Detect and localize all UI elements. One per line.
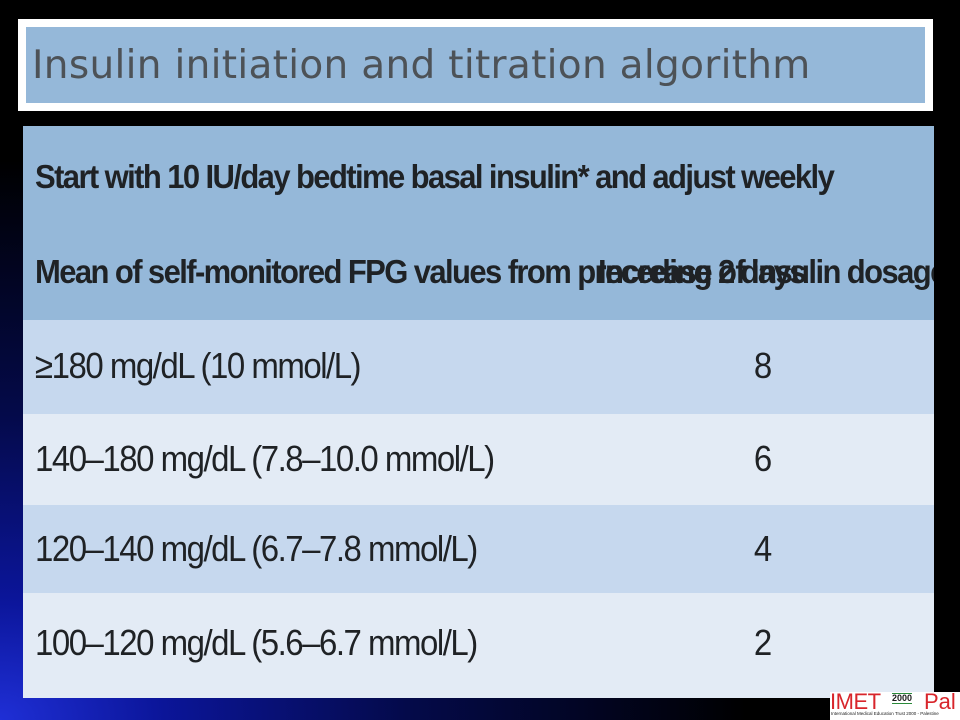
title-frame: Insulin initiation and titration algorit… bbox=[18, 19, 933, 111]
fpg-range-cell: 140–180 mg/dL (7.8–10.0 mmol/L) bbox=[35, 438, 495, 479]
dose-increase-cell: 8 bbox=[753, 345, 773, 386]
dose-increase-cell: 6 bbox=[753, 438, 773, 479]
table-row: ≥180 mg/dL (10 mmol/L) 8 bbox=[23, 320, 934, 414]
table-row: 140–180 mg/dL (7.8–10.0 mmol/L) 6 bbox=[23, 414, 934, 505]
slide-title: Insulin initiation and titration algorit… bbox=[32, 42, 811, 88]
title-bar: Insulin initiation and titration algorit… bbox=[26, 27, 925, 103]
fpg-range-cell: 120–140 mg/dL (6.7–7.8 mmol/L) bbox=[35, 528, 478, 569]
table-row: 120–140 mg/dL (6.7–7.8 mmol/L) 4 bbox=[23, 505, 934, 593]
fpg-range-cell: ≥180 mg/dL (10 mmol/L) bbox=[35, 345, 362, 386]
dose-increase-cell: 4 bbox=[753, 528, 773, 569]
logo-suffix: Pal bbox=[924, 692, 956, 714]
imet-logo: IMET 2000 Pal International Medical Educ… bbox=[830, 692, 960, 720]
table-header: Start with 10 IU/day bedtime basal insul… bbox=[23, 126, 934, 320]
start-instruction: Start with 10 IU/day bedtime basal insul… bbox=[35, 158, 835, 196]
titration-table: Start with 10 IU/day bedtime basal insul… bbox=[23, 126, 934, 698]
logo-tagline: International Medical Education Trust 20… bbox=[831, 711, 939, 716]
dose-increase-cell: 2 bbox=[753, 622, 773, 663]
logo-year: 2000 bbox=[892, 693, 913, 704]
logo-mark: IMET bbox=[830, 692, 881, 714]
column-header-fpg: Mean of self-monitored FPG values from p… bbox=[35, 253, 806, 291]
table-row: 100–120 mg/dL (5.6–6.7 mmol/L) 2 bbox=[23, 593, 934, 698]
fpg-range-cell: 100–120 mg/dL (5.6–6.7 mmol/L) bbox=[35, 622, 478, 663]
column-header-dose: Increase of insulin dosage (IU/day) bbox=[598, 253, 934, 291]
